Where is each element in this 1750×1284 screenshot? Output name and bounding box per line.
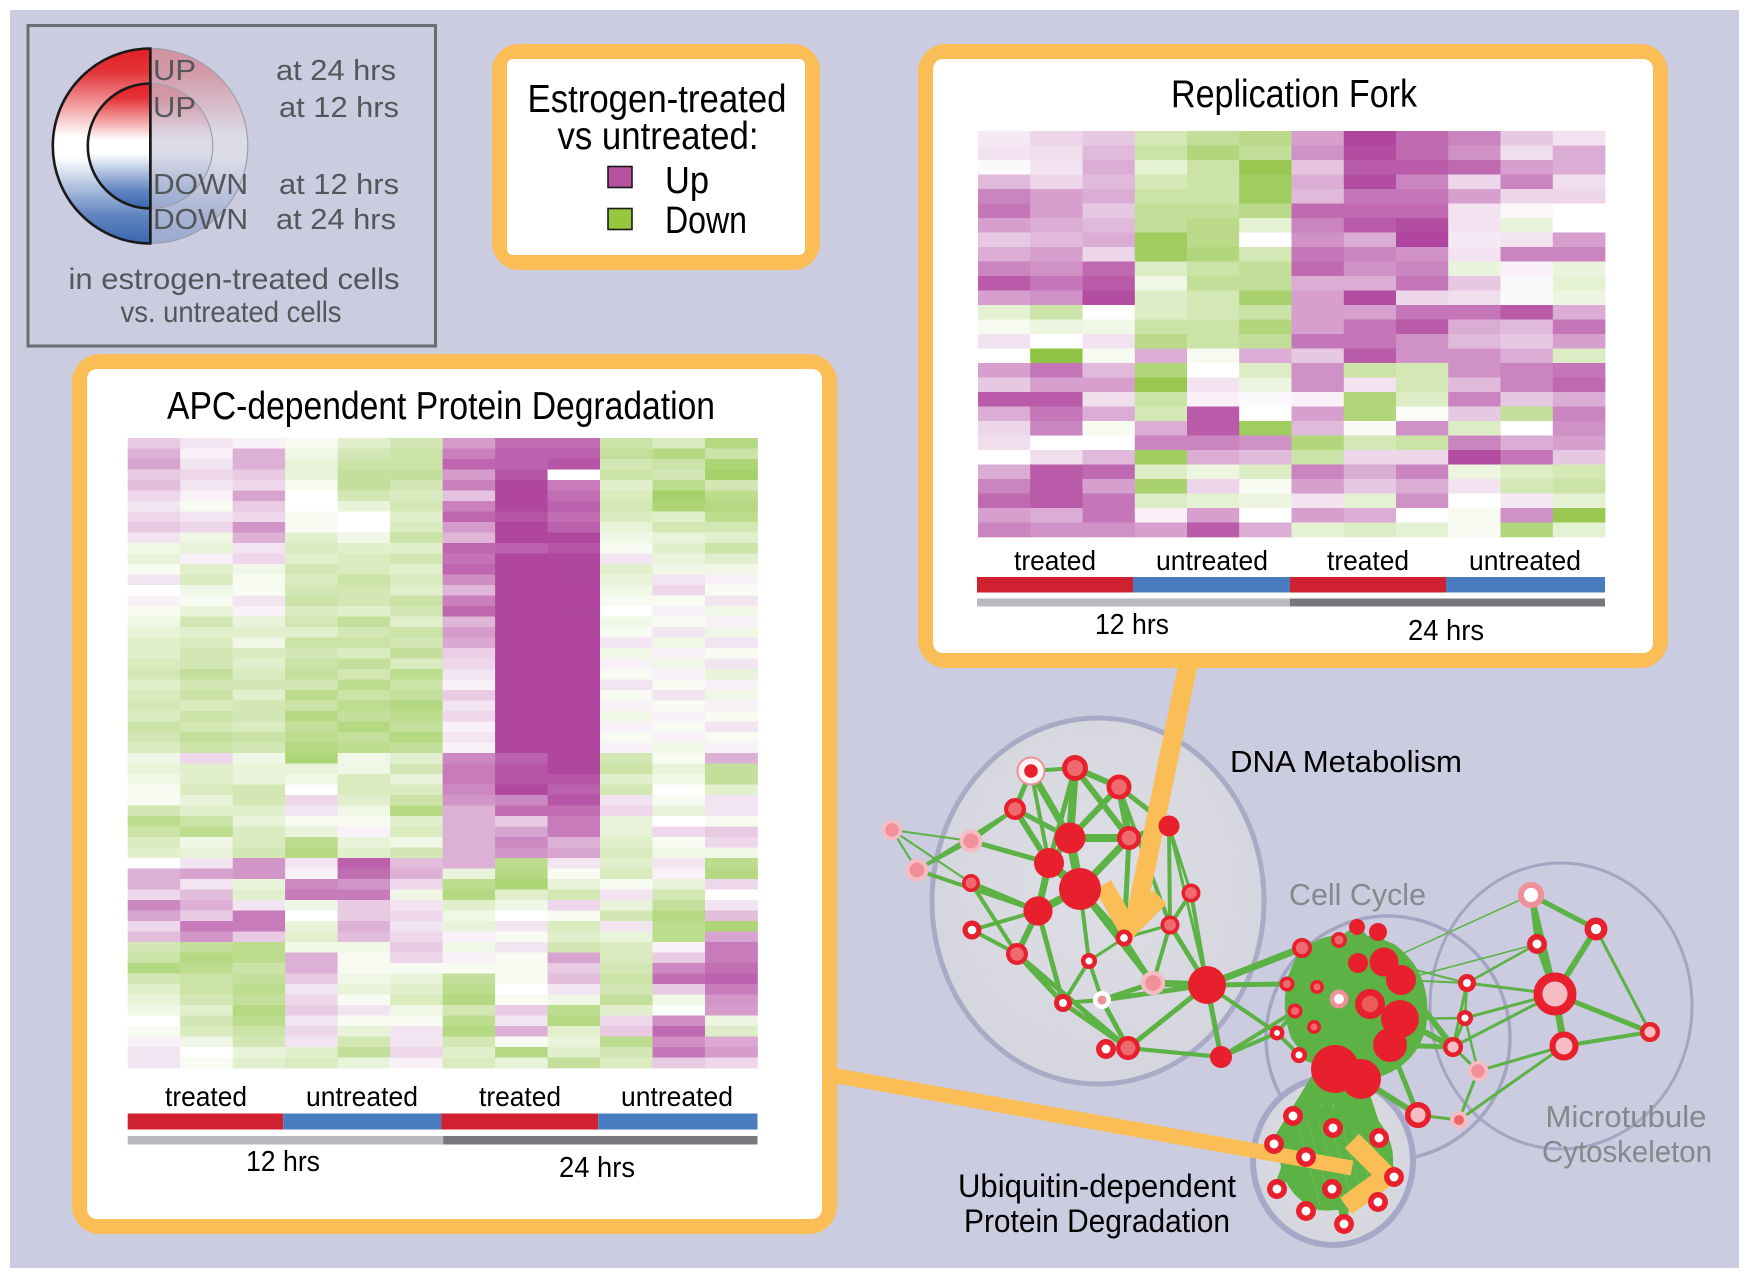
- svg-text:untreated: untreated: [1156, 545, 1268, 576]
- svg-text:at 24 hrs: at 24 hrs: [276, 55, 396, 87]
- svg-text:DOWN: DOWN: [153, 204, 248, 236]
- svg-text:24 hrs: 24 hrs: [1408, 615, 1484, 647]
- svg-text:at 24 hrs: at 24 hrs: [276, 204, 396, 236]
- svg-text:12 hrs: 12 hrs: [246, 1146, 320, 1178]
- svg-text:untreated: untreated: [621, 1081, 733, 1112]
- svg-text:vs. untreated cells: vs. untreated cells: [121, 296, 342, 329]
- svg-text:UP: UP: [153, 92, 196, 124]
- svg-text:Protein Degradation: Protein Degradation: [964, 1203, 1230, 1239]
- svg-text:untreated: untreated: [306, 1081, 418, 1112]
- svg-text:DNA Metabolism: DNA Metabolism: [1230, 744, 1462, 779]
- svg-text:Up: Up: [665, 160, 709, 202]
- svg-text:untreated: untreated: [1469, 545, 1581, 576]
- svg-text:Microtubule: Microtubule: [1546, 1099, 1707, 1134]
- svg-text:treated: treated: [1014, 545, 1096, 576]
- svg-text:APC-dependent Protein Degradat: APC-dependent Protein Degradation: [167, 385, 715, 428]
- svg-text:at 12 hrs: at 12 hrs: [279, 169, 399, 201]
- svg-text:Cytoskeleton: Cytoskeleton: [1542, 1134, 1712, 1169]
- svg-text:Ubiquitin-dependent: Ubiquitin-dependent: [958, 1168, 1236, 1204]
- svg-text:in estrogen-treated cells: in estrogen-treated cells: [69, 263, 400, 296]
- svg-text:24 hrs: 24 hrs: [559, 1152, 635, 1184]
- svg-text:Down: Down: [665, 200, 747, 242]
- svg-text:Replication Fork: Replication Fork: [1171, 73, 1417, 116]
- svg-text:treated: treated: [165, 1081, 247, 1112]
- svg-text:UP: UP: [153, 55, 196, 87]
- svg-text:Estrogen-treated: Estrogen-treated: [528, 78, 787, 121]
- svg-text:DOWN: DOWN: [153, 169, 248, 201]
- svg-text:treated: treated: [479, 1081, 561, 1112]
- svg-text:vs untreated:: vs untreated:: [558, 115, 759, 158]
- svg-text:12 hrs: 12 hrs: [1095, 609, 1169, 641]
- svg-text:treated: treated: [1327, 545, 1409, 576]
- svg-text:Cell Cycle: Cell Cycle: [1289, 877, 1426, 912]
- svg-text:at 12 hrs: at 12 hrs: [279, 92, 399, 124]
